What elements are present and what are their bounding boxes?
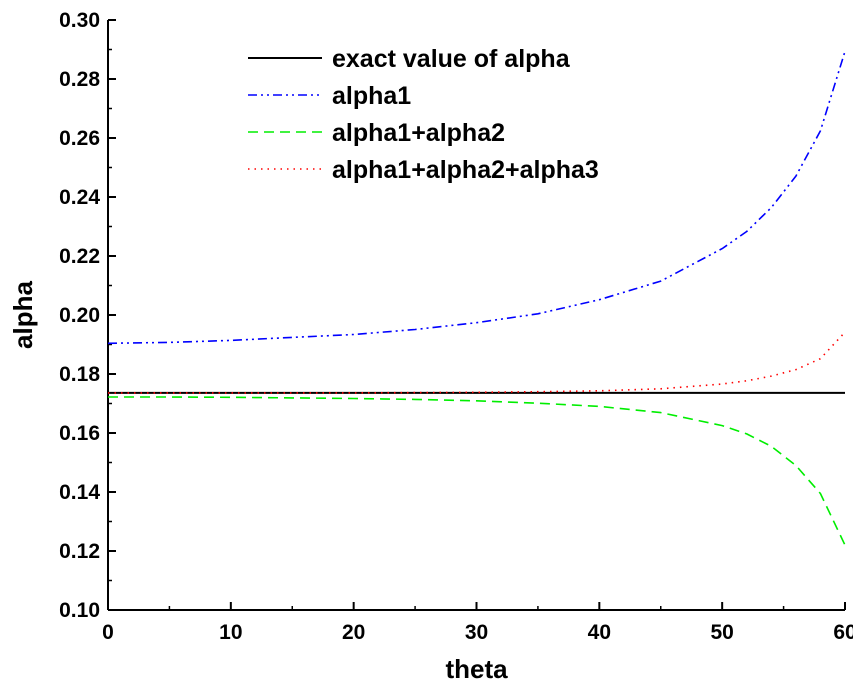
x-axis-title: theta: [445, 654, 508, 684]
y-tick-label: 0.30: [59, 9, 100, 32]
x-tick-label: 40: [588, 621, 611, 644]
y-tick-label: 0.10: [59, 599, 100, 622]
y-tick-label: 0.18: [59, 363, 100, 386]
y-tick-label: 0.12: [59, 540, 100, 563]
y-axis-title: alpha: [8, 281, 38, 349]
y-tick-label: 0.16: [59, 422, 100, 445]
x-tick-label: 10: [219, 621, 242, 644]
y-tick-label: 0.28: [59, 68, 100, 91]
legend: exact value of alpha alpha1 alpha1+alpha2 a…: [248, 45, 599, 184]
plot-frame: [107, 20, 845, 611]
x-axis-ticks: 0 10 20 30 40 50 60: [102, 602, 853, 644]
legend-label-3: alpha1+alpha2: [332, 119, 505, 147]
y-tick-label: 0.22: [59, 245, 100, 268]
x-tick-label: 50: [710, 621, 733, 644]
y-tick-label: 0.20: [59, 304, 100, 327]
y-tick-label: 0.26: [59, 127, 100, 150]
legend-label-1: exact value of alpha: [332, 45, 571, 73]
series-line-2: [107, 51, 846, 345]
legend-label-4: alpha1+alpha2+alpha3: [332, 156, 599, 184]
x-tick-label: 60: [833, 621, 853, 644]
x-tick-label: 30: [465, 621, 488, 644]
series-line-4: [108, 331, 846, 394]
y-tick-label: 0.14: [59, 481, 100, 504]
y-axis-ticks: 0.10 0.12 0.14 0.16 0.18 0.20 0.22 0.24 0.26 0.28…: [59, 9, 116, 622]
x-tick-label: 20: [342, 621, 365, 644]
y-tick-label: 0.24: [59, 186, 100, 209]
x-tick-label: 0: [102, 621, 114, 644]
series-lines: [107, 51, 846, 546]
series-line-3: [108, 396, 846, 546]
legend-label-2: alpha1: [332, 82, 411, 110]
